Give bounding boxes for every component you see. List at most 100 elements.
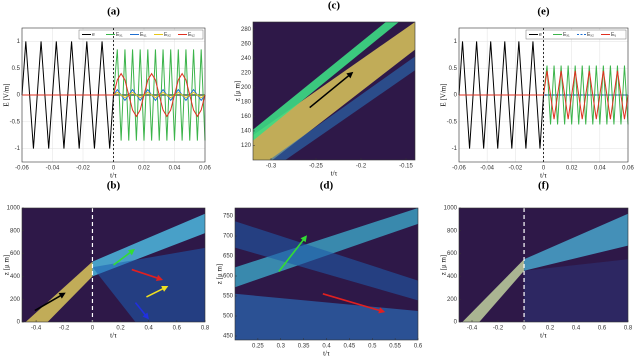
- heatmap-band: [235, 293, 418, 340]
- x-tick-label: 0.3: [277, 344, 286, 350]
- x-tick-label: -0.2: [59, 326, 70, 332]
- series-line: [459, 70, 629, 120]
- plot-frame: [21, 27, 206, 163]
- y-tick-label: 650: [223, 254, 234, 260]
- x-tick-label: 0: [112, 166, 116, 172]
- y-tick-label: 1000: [7, 206, 21, 212]
- x-axis-label: t/τ: [110, 332, 117, 340]
- arrow-head: [300, 235, 307, 243]
- legend-label: e: [92, 32, 95, 38]
- x-axis-label: t/τ: [540, 172, 547, 180]
- y-tick-label: 200: [447, 297, 458, 303]
- panel: (a) -0.06 -0.04 -0.02 0 0.02 0.04 0.06 -1 -0.5 0 0.…: [3, 6, 212, 180]
- panel: (f) -0.4 -0.2 0 0.2 0.4 0.6 0.8 0 200 400 600 800 100…: [440, 180, 633, 340]
- panel-title: (a): [107, 6, 120, 18]
- x-tick-label: -0.4: [31, 326, 42, 332]
- y-tick-label: 700: [223, 234, 234, 240]
- series-line: [22, 72, 206, 118]
- panel-title: (b): [107, 180, 121, 192]
- plot-frame: [21, 207, 206, 323]
- y-tick-label: 220: [241, 70, 252, 76]
- y-tick-label: 180: [241, 99, 252, 105]
- y-tick-label: 0: [454, 320, 458, 326]
- y-tick-label: -0.5: [447, 119, 458, 125]
- y-tick-label: 160: [241, 114, 252, 120]
- x-tick-label: 0.4: [145, 326, 154, 332]
- y-tick-label: 0: [17, 320, 21, 326]
- y-tick-label: 0.5: [12, 66, 21, 72]
- y-tick-label: -1: [15, 146, 21, 152]
- x-axis-label: t/τ: [331, 170, 338, 178]
- x-tick-label: 0.8: [624, 326, 633, 332]
- panel: (b) -0.4 -0.2 0 0.2 0.4 0.6 0.8 0 200 400 600 800 100…: [3, 180, 210, 340]
- heatmap-band: [92, 213, 205, 277]
- legend-label: Eᵧ: [611, 32, 616, 38]
- x-axis-label: t/τ: [540, 332, 547, 340]
- y-tick-label: 1: [454, 39, 458, 45]
- panel-title: (e): [537, 6, 550, 18]
- arrow: [113, 250, 133, 266]
- y-tick-label: 450: [223, 334, 234, 340]
- panel-title: (f): [538, 180, 549, 192]
- y-axis-label: E [V/m]: [3, 83, 11, 106]
- y-axis-label: z [μ m]: [3, 255, 11, 275]
- legend-label: e: [539, 32, 542, 38]
- y-tick-label: 260: [241, 41, 252, 47]
- x-tick-label: -0.06: [452, 166, 466, 172]
- arrow-head: [155, 274, 164, 282]
- arrow-head: [58, 292, 66, 299]
- x-tick-label: 0.35: [298, 344, 310, 350]
- y-axis-label: z [μ m]: [216, 264, 224, 284]
- x-tick-label: 0: [542, 166, 546, 172]
- x-tick-label: -0.04: [480, 166, 494, 172]
- arrow: [309, 73, 351, 109]
- y-tick-label: -0.5: [10, 119, 21, 125]
- x-tick-label: 0: [522, 326, 526, 332]
- arrow: [146, 287, 166, 298]
- panel: (d) 0.25 0.3 0.35 0.4 0.45 0.5 0.55 0.6 450 500 550…: [216, 180, 423, 358]
- legend-label: Eₓ₂: [164, 32, 171, 38]
- y-tick-label: 280: [241, 27, 252, 33]
- heatmap-band: [524, 259, 628, 322]
- x-tick-label: 0.55: [389, 344, 401, 350]
- x-tick-label: 0.25: [252, 344, 264, 350]
- y-tick-label: -1: [452, 146, 458, 152]
- y-tick-label: 600: [223, 274, 234, 280]
- x-tick-label: 0.4: [572, 326, 581, 332]
- plot-frame: [252, 21, 416, 161]
- x-tick-label: -0.2: [493, 326, 504, 332]
- arrow: [322, 293, 382, 312]
- x-tick-label: -0.25: [309, 164, 323, 170]
- y-axis-label: E [V/m]: [440, 83, 448, 106]
- x-tick-label: 0.04: [594, 166, 606, 172]
- arrow-head: [142, 312, 149, 320]
- y-tick-label: 140: [241, 129, 252, 135]
- x-tick-label: -0.04: [46, 166, 60, 172]
- y-tick-label: 550: [223, 294, 234, 300]
- x-tick-label: -0.02: [508, 166, 522, 172]
- x-axis-label: t/τ: [323, 350, 330, 358]
- panel: (e) -0.06 -0.04 -0.02 0 0.02 0.04 0.06 -1 -0.5 0 0.…: [440, 6, 635, 180]
- y-tick-label: 200: [10, 297, 21, 303]
- y-axis-label: z [μ m]: [234, 81, 242, 101]
- x-tick-label: 0.04: [169, 166, 181, 172]
- y-tick-label: 0: [454, 93, 458, 99]
- x-tick-label: -0.4: [467, 326, 478, 332]
- x-tick-label: 0.02: [566, 166, 578, 172]
- heatmap-band: [235, 221, 418, 301]
- y-tick-label: 0: [17, 93, 21, 99]
- legend-label: Eᵧ₂: [188, 32, 195, 38]
- heatmap-band: [253, 22, 415, 160]
- legend-box: [78, 29, 204, 40]
- plot-frame: [458, 207, 629, 323]
- y-axis-label: z [μ m]: [440, 255, 448, 275]
- heatmap-band: [92, 247, 205, 322]
- arrow-head: [378, 307, 386, 314]
- x-tick-label: 0.02: [138, 166, 150, 172]
- x-tick-label: 0.2: [546, 326, 555, 332]
- x-tick-label: 0.45: [344, 344, 356, 350]
- heatmap-band: [269, 56, 415, 160]
- panel: (c) -0.3 -0.25 -0.2 -0.15 120 140 160 180 200 220 2…: [234, 0, 416, 178]
- x-tick-label: -0.02: [76, 166, 90, 172]
